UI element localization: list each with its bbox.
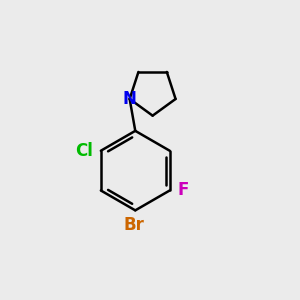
- Text: N: N: [123, 90, 136, 108]
- Text: Cl: Cl: [75, 142, 93, 160]
- Text: Br: Br: [123, 216, 144, 234]
- Text: F: F: [178, 182, 189, 200]
